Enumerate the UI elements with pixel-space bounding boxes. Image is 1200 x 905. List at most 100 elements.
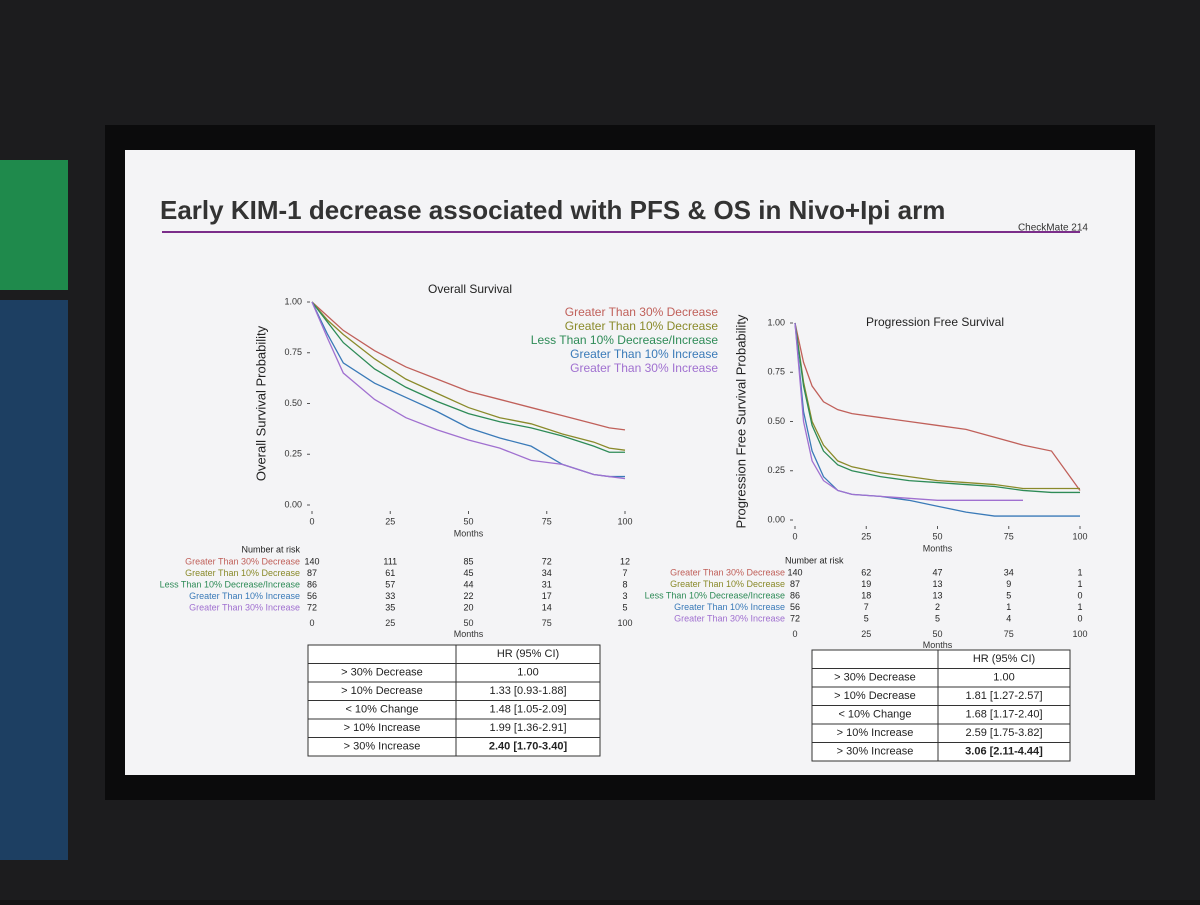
hr-group: > 10% Decrease	[341, 685, 423, 697]
risk-title: Number at risk	[241, 544, 300, 554]
hr-group: > 30% Decrease	[341, 667, 423, 679]
risk-count: 31	[542, 579, 552, 589]
risk-count: 2	[935, 602, 940, 612]
chart-title: Overall Survival	[428, 282, 512, 296]
hr-group: > 30% Decrease	[834, 672, 916, 684]
risk-count: 14	[542, 602, 552, 612]
hr-value: 1.81 [1.27-2.57]	[965, 690, 1042, 702]
risk-count: 35	[385, 602, 395, 612]
hr-value: 1.48 [1.05-2.09]	[489, 704, 566, 716]
hr-header: HR (95% CI)	[973, 653, 1035, 665]
survival-curve	[794, 322, 1080, 517]
hr-group: > 10% Increase	[344, 722, 421, 734]
risk-count: 45	[463, 568, 473, 578]
risk-count: 56	[307, 591, 317, 601]
risk-count: 62	[861, 567, 871, 577]
slide-tag: CheckMate 214	[1018, 223, 1088, 234]
risk-count: 5	[864, 613, 869, 623]
risk-row-name: Less Than 10% Decrease/Increase	[645, 590, 785, 600]
risk-count: 12	[620, 556, 630, 566]
risk-x-tick-label: 50	[463, 618, 473, 628]
risk-count: 7	[622, 568, 627, 578]
risk-count: 4	[1006, 613, 1011, 623]
x-tick-label: 100	[617, 516, 632, 526]
risk-count: 111	[383, 556, 397, 566]
hr-group: > 10% Increase	[837, 727, 914, 739]
hr-group: < 10% Change	[838, 709, 911, 721]
risk-count: 86	[307, 579, 317, 589]
risk-row-name: Greater Than 10% Decrease	[670, 579, 785, 589]
x-axis-label: Months	[923, 543, 953, 553]
risk-count: 9	[1006, 579, 1011, 589]
risk-count: 3	[622, 591, 627, 601]
survival-curve	[311, 301, 626, 431]
x-tick-label: 0	[792, 531, 797, 541]
y-tick-label: 0.00	[767, 514, 785, 524]
risk-count: 17	[542, 591, 552, 601]
risk-count: 0	[1077, 590, 1082, 600]
risk-count: 140	[787, 567, 802, 577]
risk-x-label: Months	[454, 629, 484, 639]
y-tick-label: 0.50	[767, 416, 785, 426]
hr-group: > 30% Increase	[344, 741, 421, 753]
risk-x-label: Months	[923, 640, 953, 650]
survival-curve	[794, 322, 1081, 491]
survival-curve	[311, 301, 626, 451]
risk-count: 0	[1077, 613, 1082, 623]
survival-curve	[794, 322, 1023, 501]
risk-count: 44	[463, 579, 473, 589]
risk-count: 1	[1077, 602, 1082, 612]
risk-count: 87	[307, 568, 317, 578]
risk-count: 1	[1077, 567, 1082, 577]
hr-value: 1.68 [1.17-2.40]	[965, 709, 1042, 721]
risk-row-name: Greater Than 10% Increase	[189, 591, 300, 601]
risk-count: 56	[790, 602, 800, 612]
risk-count: 57	[385, 579, 395, 589]
risk-count: 34	[542, 568, 552, 578]
risk-count: 8	[622, 579, 627, 589]
y-tick-label: 0.25	[767, 465, 785, 475]
legend-entry: Greater Than 10% Increase	[570, 347, 718, 361]
risk-count: 85	[463, 556, 473, 566]
side-banner	[0, 160, 68, 290]
legend-entry: Greater Than 30% Decrease	[565, 305, 719, 319]
risk-count: 47	[932, 567, 942, 577]
risk-x-tick-label: 100	[617, 618, 632, 628]
risk-x-tick-label: 0	[309, 618, 314, 628]
risk-row-name: Greater Than 10% Decrease	[185, 568, 300, 578]
x-tick-label: 50	[932, 531, 942, 541]
hr-value: 1.00	[993, 672, 1014, 684]
risk-count: 87	[790, 579, 800, 589]
survival-curve	[794, 322, 1080, 494]
side-banner	[0, 300, 68, 860]
risk-x-tick-label: 25	[861, 629, 871, 639]
survival-curve	[311, 301, 626, 480]
hr-value: 1.00	[517, 667, 538, 679]
x-tick-label: 0	[309, 516, 314, 526]
y-tick-label: 1.00	[767, 317, 785, 327]
risk-count: 7	[864, 602, 869, 612]
legend-entry: Greater Than 10% Decrease	[565, 319, 719, 333]
hr-value: 3.06 [2.11-4.44]	[965, 746, 1043, 758]
risk-x-tick-label: 50	[932, 629, 942, 639]
y-axis-label: Progression Free Survival Probability	[733, 314, 748, 528]
risk-count: 1	[1077, 579, 1082, 589]
y-tick-label: 0.75	[767, 367, 785, 377]
x-tick-label: 75	[1004, 531, 1014, 541]
chart-title: Progression Free Survival	[866, 315, 1004, 329]
survival-curve	[311, 301, 625, 453]
risk-row-name: Greater Than 30% Decrease	[670, 567, 785, 577]
risk-count: 86	[790, 590, 800, 600]
y-tick-label: 0.25	[284, 449, 302, 459]
hr-group: > 10% Decrease	[834, 690, 916, 702]
survival-curve	[794, 322, 1080, 490]
risk-count: 22	[463, 591, 473, 601]
risk-row-name: Greater Than 10% Increase	[674, 602, 785, 612]
risk-row-name: Greater Than 30% Increase	[674, 613, 785, 623]
y-tick-label: 1.00	[284, 296, 302, 306]
x-tick-label: 75	[542, 516, 552, 526]
risk-count: 5	[935, 613, 940, 623]
risk-x-tick-label: 100	[1072, 629, 1087, 639]
